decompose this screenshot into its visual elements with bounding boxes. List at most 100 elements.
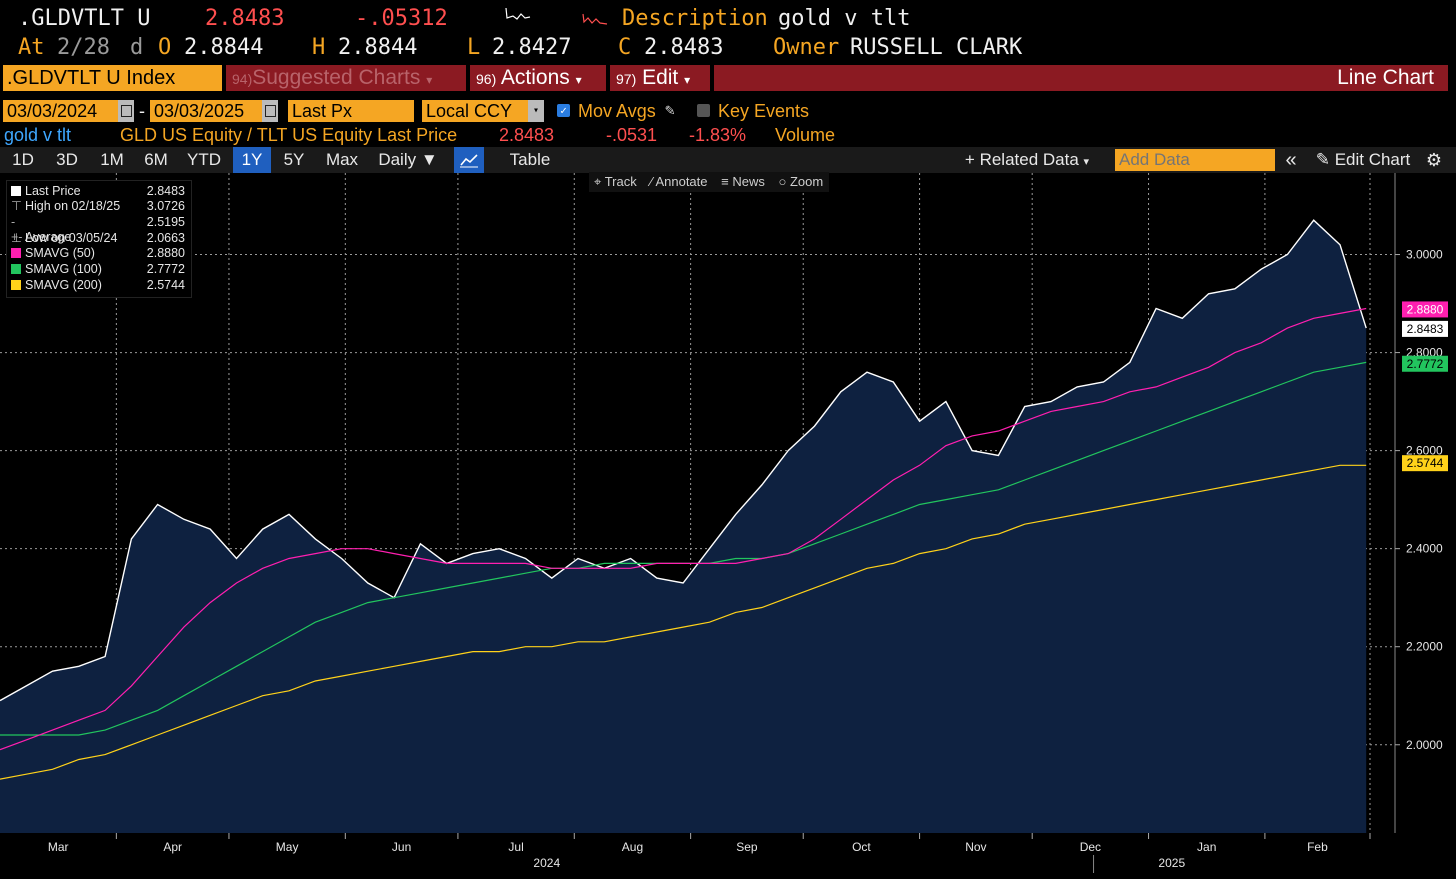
add-data-input[interactable] xyxy=(1115,149,1275,171)
table-button[interactable]: Table xyxy=(509,150,551,169)
end-labels: 2.8880 2.8483 2.7772 2.5744 xyxy=(1402,301,1448,472)
legend-value: 2.7772 xyxy=(146,262,185,276)
date-dash: - xyxy=(139,101,145,121)
last-price-area xyxy=(0,220,1367,833)
caret-icon: ▾ xyxy=(684,73,691,87)
legend-value: 2.5744 xyxy=(146,278,185,292)
suggested-charts-button[interactable]: 94)Suggested Charts ▾ xyxy=(226,65,466,91)
chart-legend: Last Price 2.8483 ⊤ High on 02/18/25 3.0726… xyxy=(6,180,192,298)
legend-label: SMAVG (100) xyxy=(25,262,102,276)
y-tick-label: 2.6000 xyxy=(1406,444,1443,458)
line-chart-icon[interactable] xyxy=(454,147,484,173)
related-data-button[interactable]: + Related Data ▾ xyxy=(952,147,1102,173)
high-marker-icon: ⊤ xyxy=(11,199,22,213)
sparkline-icon-white xyxy=(505,7,531,20)
d-label: d xyxy=(130,35,144,60)
legend-average: -+- Average 2.5195 xyxy=(11,215,189,244)
sma200-line xyxy=(0,464,1367,780)
legend-swatch xyxy=(11,264,21,274)
calendar-icon[interactable] xyxy=(262,100,278,122)
last-price-line xyxy=(0,219,1367,702)
gear-icon[interactable]: ⚙ xyxy=(1425,150,1443,170)
news-button[interactable]: News xyxy=(732,174,765,189)
dropdown-arrow-icon[interactable]: ▾ xyxy=(528,100,544,122)
periodicity-select[interactable]: Daily ▼ xyxy=(370,147,446,173)
x-tick-label: Jun xyxy=(392,840,411,854)
track-icon[interactable]: ⌖ xyxy=(594,174,602,189)
legend-swatch xyxy=(11,280,21,290)
legend-low: ⊥ Low on 03/05/24 2.0663 xyxy=(11,231,189,246)
annotate-button[interactable]: Annotate xyxy=(655,174,708,189)
y-tick-label: 2.4000 xyxy=(1406,542,1443,556)
mov-avgs-checkbox[interactable]: ✓ xyxy=(557,104,570,117)
x-tick-label: Jul xyxy=(508,840,523,854)
x-tick-label: Jan xyxy=(1197,840,1216,854)
range-5y[interactable]: 5Y xyxy=(283,150,305,169)
range-1d[interactable]: 1D xyxy=(12,150,34,169)
close-label: C xyxy=(618,35,632,60)
chart-type-label: Line Chart xyxy=(714,65,1448,91)
open-label: O xyxy=(158,35,172,60)
end-label: 2.8880 xyxy=(1407,302,1444,316)
key-events-label: Key Events xyxy=(718,101,810,121)
high-value: 2.8844 xyxy=(338,35,418,60)
legend-last-price: Last Price 2.8483 xyxy=(11,184,189,199)
legend-label: SMAVG (50) xyxy=(25,246,95,260)
open-value: 2.8844 xyxy=(184,35,264,60)
x-tick-label: Sep xyxy=(736,840,758,854)
low-label: L xyxy=(467,35,481,60)
last-price: 2.8483 xyxy=(205,6,285,31)
start-date-field[interactable]: 03/03/2024 xyxy=(3,100,118,122)
zoom-button[interactable]: Zoom xyxy=(789,174,824,189)
range-6m[interactable]: 6M xyxy=(144,150,168,169)
collapse-icon[interactable]: « xyxy=(1285,149,1297,171)
legend-sma200: SMAVG (200) 2.5744 xyxy=(11,278,189,293)
caret-icon: ▾ xyxy=(1083,156,1090,168)
edit-chart-label: Edit Chart xyxy=(1334,150,1411,169)
year-label: 2024 xyxy=(533,856,560,870)
at-date: 2/28 xyxy=(57,35,110,60)
end-date-field[interactable]: 03/03/2025 xyxy=(150,100,262,122)
range-1y[interactable]: 1Y xyxy=(233,147,271,173)
legend-label: SMAVG (200) xyxy=(25,278,102,292)
end-label-box xyxy=(1402,455,1448,472)
key-events-checkbox[interactable] xyxy=(697,104,710,117)
zoom-icon[interactable]: ○ xyxy=(778,174,787,189)
annotate-icon[interactable]: ⁄ xyxy=(650,174,653,189)
legend-label: High on 02/18/25 xyxy=(25,199,121,213)
legend-high: ⊤ High on 02/18/25 3.0726 xyxy=(11,199,189,214)
calendar-icon[interactable] xyxy=(118,100,134,122)
range-max[interactable]: Max xyxy=(325,150,359,169)
y-tick-label: 2.2000 xyxy=(1406,640,1443,654)
sparkline-icon-red xyxy=(582,13,608,25)
end-label-box xyxy=(1402,355,1448,372)
track-button[interactable]: Track xyxy=(604,174,637,189)
legend-sma50: SMAVG (50) 2.8880 xyxy=(11,246,189,261)
edit-label: Edit xyxy=(642,66,679,89)
legend-swatch xyxy=(11,248,21,258)
edit-chart-button[interactable]: ✎ Edit Chart xyxy=(1307,147,1419,173)
range-3d[interactable]: 3D xyxy=(56,150,78,169)
legend-value: 2.8483 xyxy=(146,184,185,198)
range-ytd[interactable]: YTD xyxy=(187,150,221,169)
security-field[interactable]: .GLDVTLT U Index xyxy=(3,65,222,91)
chart-tools: ⌖ Track ⁄ Annotate ≡ News ○ Zoom xyxy=(589,172,830,192)
legend-label: Average xyxy=(25,230,72,244)
legend-value: 2.0663 xyxy=(146,231,185,245)
x-tick-label: Mar xyxy=(48,840,69,854)
sma50-line xyxy=(0,307,1367,751)
legend-value: 2.5195 xyxy=(146,215,185,229)
actions-button[interactable]: 96) Actions ▾ xyxy=(470,65,606,91)
pencil-icon: ✎ xyxy=(1315,150,1330,169)
field-select[interactable]: Last Px xyxy=(288,100,414,122)
currency-select[interactable]: Local CCY xyxy=(422,100,528,122)
range-1m[interactable]: 1M xyxy=(100,150,124,169)
average-marker-icon: -+- xyxy=(11,215,23,244)
high-label: H xyxy=(312,35,326,60)
close-value: 2.8483 xyxy=(644,35,724,60)
pencil-icon[interactable]: ✎ xyxy=(665,100,675,119)
news-icon[interactable]: ≡ xyxy=(721,174,729,189)
edit-button[interactable]: 97) Edit ▾ xyxy=(610,65,710,91)
caret-down-icon: ▼ xyxy=(420,150,438,169)
